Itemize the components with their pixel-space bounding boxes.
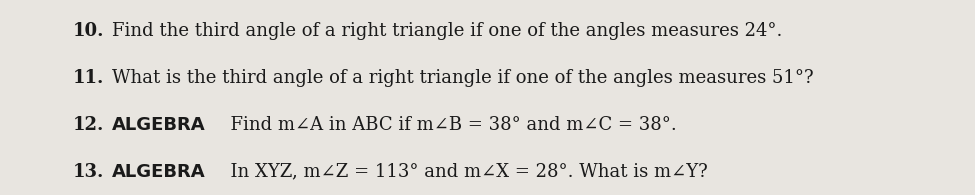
Text: What is the third angle of a right triangle if one of the angles measures 51°?: What is the third angle of a right trian… [112,69,814,87]
Text: Find m∠A in ABC if m∠B = 38° and m∠C = 38°.: Find m∠A in ABC if m∠B = 38° and m∠C = 3… [219,116,677,134]
Text: ALGEBRA: ALGEBRA [112,163,206,181]
Text: 11.: 11. [73,69,104,87]
Text: 12.: 12. [73,116,104,134]
Text: ALGEBRA: ALGEBRA [112,116,206,134]
Text: 10.: 10. [73,22,104,40]
Text: 13.: 13. [73,163,104,181]
Text: Find the third angle of a right triangle if one of the angles measures 24°.: Find the third angle of a right triangle… [112,22,783,40]
Text: In XYZ, m∠Z = 113° and m∠X = 28°. What is m∠Y?: In XYZ, m∠Z = 113° and m∠X = 28°. What i… [219,163,708,181]
